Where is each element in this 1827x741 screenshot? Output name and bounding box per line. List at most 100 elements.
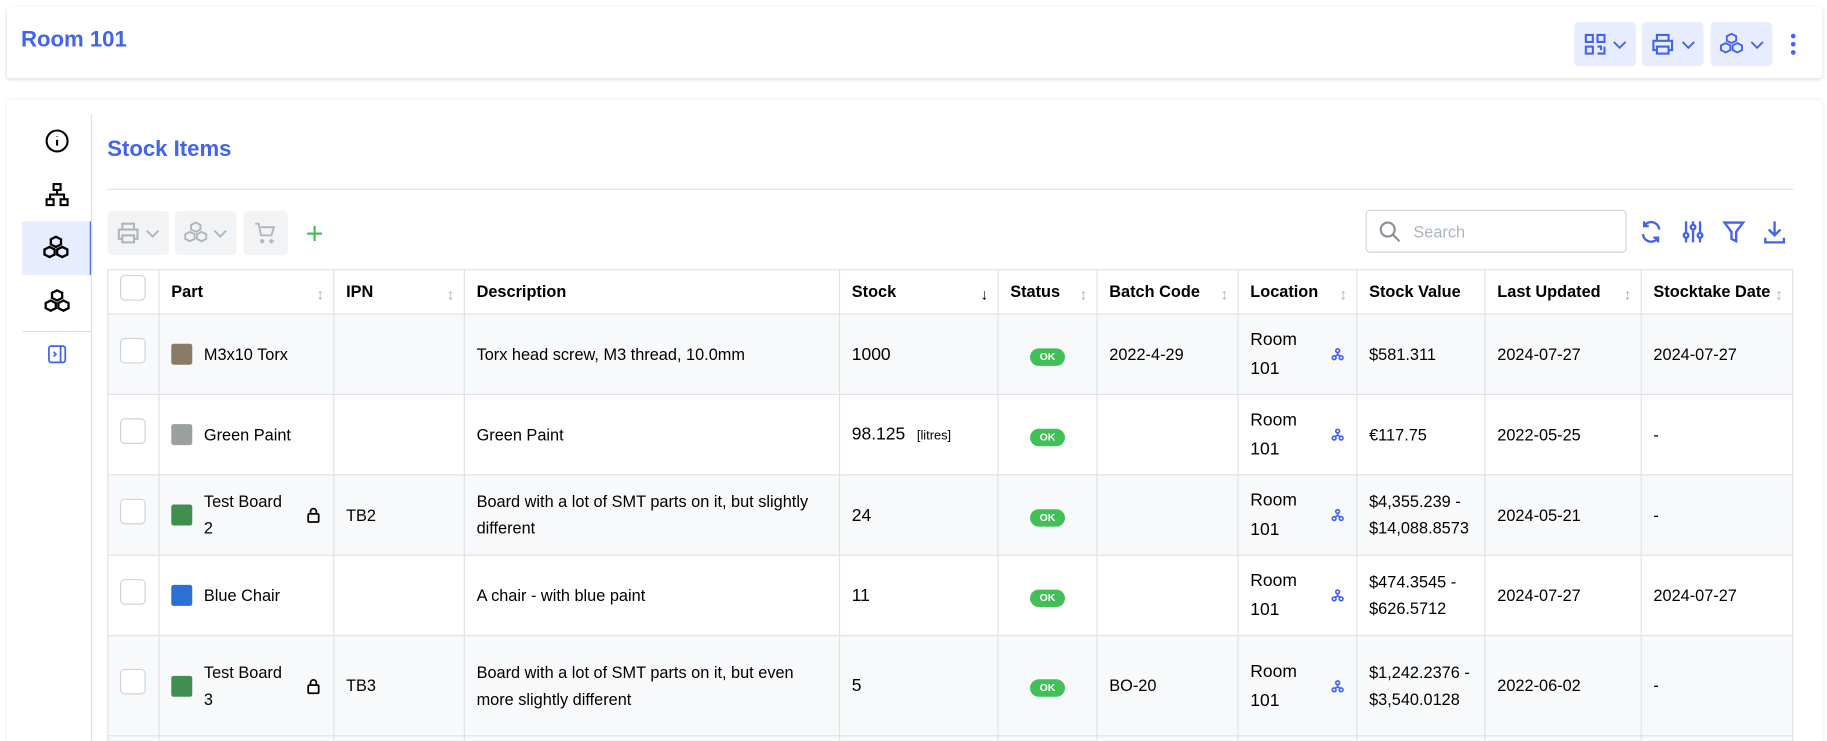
column-header-ipn[interactable]: IPN ↕ — [333, 269, 465, 315]
location-cell[interactable]: Room 101 — [1237, 554, 1358, 637]
part-name[interactable]: Test Board 2 — [203, 491, 282, 538]
sidebar-item-stock-items[interactable] — [22, 221, 93, 275]
status-badge: OK — [1030, 347, 1065, 366]
sort-descending-icon[interactable]: ↓ — [980, 285, 989, 303]
part-cell[interactable]: Test Board 3 — [158, 635, 335, 737]
table-row[interactable]: Test Board 3 TB3 Board with a lot of SMT… — [107, 635, 1794, 737]
part-thumbnail — [171, 584, 193, 606]
row-checkbox[interactable] — [120, 337, 146, 363]
download-icon[interactable] — [1762, 219, 1788, 245]
print-actions-button[interactable] — [1641, 22, 1704, 67]
stock-actions-button[interactable] — [174, 210, 237, 256]
description-cell: Torx head screw, M3 thread, 10.0mm — [463, 313, 841, 396]
part-thumbnail — [171, 343, 193, 365]
table-cell — [1484, 735, 1642, 741]
sort-icon[interactable]: ↕ — [1079, 285, 1088, 303]
column-header-description[interactable]: Description — [463, 269, 841, 315]
column-label: Location — [1250, 281, 1319, 301]
barcode-actions-button[interactable] — [1574, 22, 1636, 67]
table-cell — [1356, 735, 1486, 741]
table-row[interactable]: Green Paint Green Paint 98.125 [litres] O… — [107, 393, 1794, 476]
print-button[interactable] — [107, 210, 169, 256]
part-cell[interactable]: Test Board 2 — [158, 474, 335, 556]
part-name[interactable]: Blue Chair — [203, 585, 281, 605]
select-all-checkbox[interactable] — [120, 274, 146, 301]
sort-icon[interactable]: ↕ — [446, 285, 455, 303]
column-header-stocktake-date[interactable]: Stocktake Date ↕ — [1640, 269, 1794, 315]
search-box[interactable] — [1365, 209, 1627, 253]
part-name[interactable]: Test Board 3 — [203, 662, 282, 708]
row-checkbox[interactable] — [120, 578, 146, 605]
table-row[interactable]: M3x10 Torx Torx head screw, M3 thread, 1… — [107, 313, 1794, 396]
location-name[interactable]: Room 101 — [1250, 329, 1297, 379]
adjustments-icon[interactable] — [1680, 219, 1706, 245]
sitemap-icon[interactable] — [1331, 588, 1345, 602]
row-checkbox-cell[interactable] — [107, 635, 160, 737]
column-header-batch-code[interactable]: Batch Code ↕ — [1096, 269, 1239, 315]
add-stock-button[interactable]: + — [298, 211, 331, 255]
column-label: IPN — [346, 281, 374, 301]
stock-actions-button[interactable] — [1710, 22, 1773, 67]
column-header-last-updated[interactable]: Last Updated ↕ — [1484, 269, 1642, 315]
part-cell[interactable]: Green Paint — [158, 393, 335, 476]
qrcode-icon — [1584, 33, 1605, 55]
column-header-stock-value[interactable]: Stock Value — [1356, 269, 1486, 315]
sitemap-icon[interactable] — [1331, 508, 1345, 522]
sort-icon[interactable]: ↕ — [1339, 285, 1347, 303]
location-name[interactable]: Room 101 — [1250, 490, 1297, 540]
part-cell[interactable]: Blue Chair — [158, 554, 335, 637]
location-cell[interactable]: Room 101 — [1237, 313, 1358, 396]
part-name[interactable]: Green Paint — [203, 424, 291, 444]
info-icon — [45, 129, 69, 153]
sort-icon[interactable]: ↕ — [1623, 285, 1632, 303]
table-row[interactable] — [107, 735, 1794, 741]
search-input[interactable] — [1411, 220, 1614, 242]
part-cell[interactable]: M3x10 Torx — [158, 313, 335, 396]
filter-icon[interactable] — [1721, 219, 1747, 245]
row-checkbox[interactable] — [120, 498, 146, 524]
row-checkbox[interactable] — [120, 668, 146, 695]
location-cell[interactable]: Room 101 — [1237, 474, 1358, 556]
location-name[interactable]: Room 101 — [1250, 570, 1297, 620]
stock-cell: 24 — [838, 474, 999, 556]
row-checkbox[interactable] — [120, 417, 146, 444]
collapse-panel-button[interactable] — [22, 334, 92, 374]
row-checkbox-cell[interactable] — [107, 474, 160, 556]
location-name[interactable]: Room 101 — [1250, 661, 1297, 711]
column-label: Stock Value — [1369, 281, 1461, 301]
sitemap-icon — [45, 183, 69, 207]
lock-icon — [307, 507, 320, 523]
sort-icon[interactable]: ↕ — [1220, 285, 1229, 303]
sitemap-icon[interactable] — [1331, 679, 1345, 693]
sitemap-icon[interactable] — [1331, 428, 1345, 442]
table-row[interactable]: Blue Chair A chair - with blue paint 11 … — [107, 554, 1794, 637]
sidebar-item-stock-tracking[interactable] — [22, 275, 92, 329]
batch-cell — [1096, 393, 1239, 476]
batch-cell: 2022-4-29 — [1096, 313, 1239, 396]
sort-icon[interactable]: ↕ — [1775, 285, 1783, 303]
sort-icon[interactable]: ↕ — [316, 285, 324, 303]
order-button[interactable] — [243, 210, 288, 256]
column-header-part[interactable]: Part ↕ — [158, 269, 335, 315]
more-actions-button[interactable] — [1780, 22, 1806, 66]
dots-vertical-icon — [1790, 33, 1796, 55]
row-checkbox-cell[interactable] — [107, 393, 160, 476]
refresh-icon[interactable] — [1638, 219, 1664, 245]
column-header-status[interactable]: Status ↕ — [997, 269, 1098, 315]
sitemap-icon[interactable] — [1331, 347, 1345, 361]
stock-icon — [44, 289, 70, 312]
collapse-panel-icon — [48, 345, 67, 364]
column-header-location[interactable]: Location ↕ — [1237, 269, 1358, 315]
part-name[interactable]: M3x10 Torx — [203, 344, 288, 363]
table-row[interactable]: Test Board 2 TB2 Board with a lot of SMT… — [107, 474, 1794, 556]
location-name[interactable]: Room 101 — [1250, 410, 1297, 460]
row-checkbox-cell[interactable] — [107, 554, 160, 637]
row-checkbox-cell[interactable] — [107, 313, 160, 396]
select-all-checkbox-cell[interactable] — [107, 269, 160, 315]
sidebar-item-details[interactable] — [22, 114, 92, 168]
column-header-stock[interactable]: Stock ↓ — [838, 269, 999, 315]
location-cell[interactable]: Room 101 — [1237, 635, 1358, 737]
sidebar-item-sublocations[interactable] — [22, 168, 92, 222]
stocktake-date-cell: - — [1640, 393, 1794, 476]
location-cell[interactable]: Room 101 — [1237, 393, 1358, 476]
